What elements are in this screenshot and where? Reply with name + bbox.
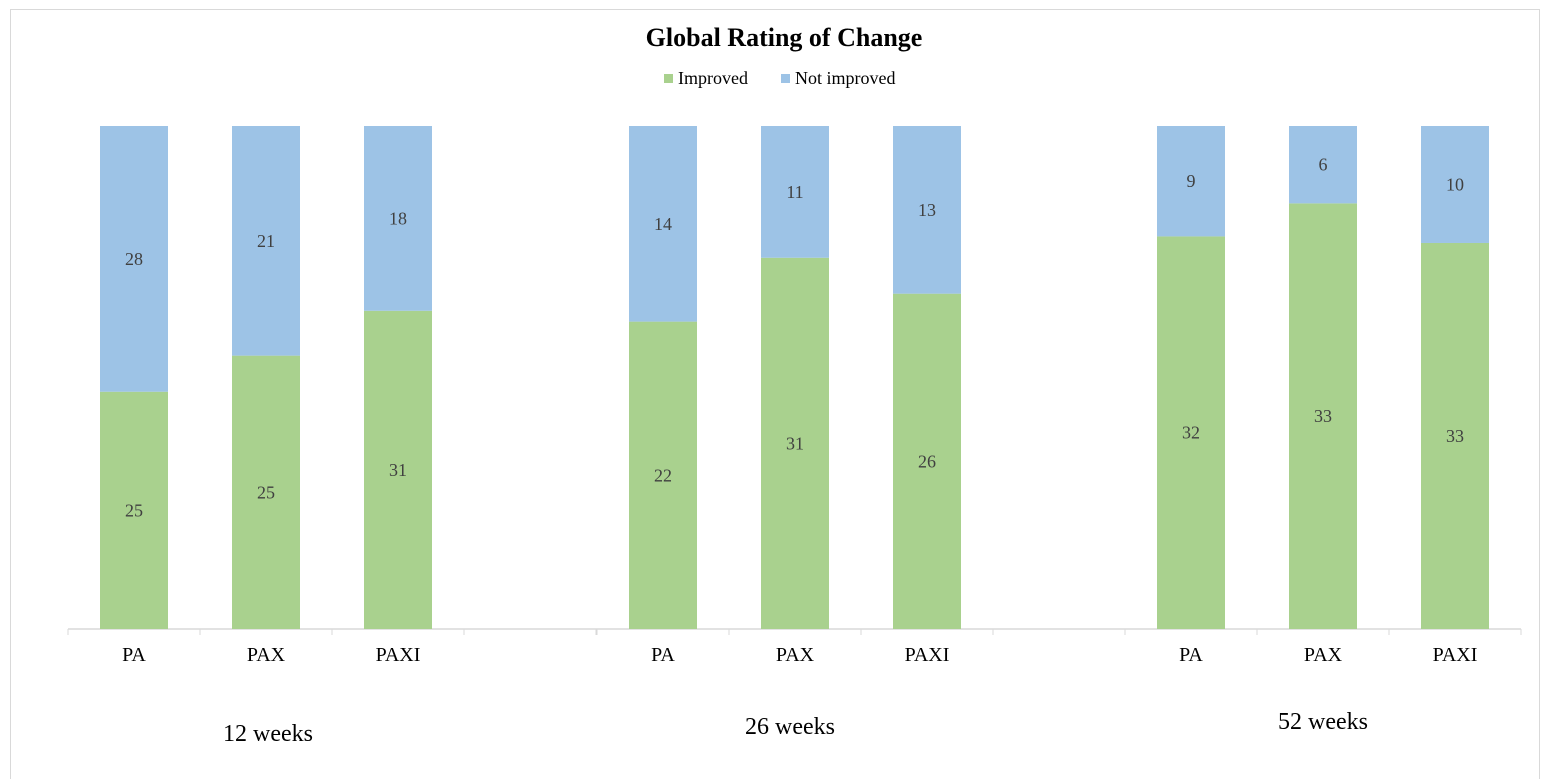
x-tick-label: PAXI	[376, 644, 421, 666]
bar-not-improved	[629, 126, 697, 322]
legend-label-not-improved: Not improved	[795, 68, 896, 88]
bar-improved	[232, 355, 300, 629]
data-label-not-improved: 9	[1187, 171, 1196, 191]
plot-area: 25 28 PA 25 21 PAX 31 18 PAXI 12 weeks 22 14 PA 31 11 P…	[67, 126, 1522, 747]
x-tick-label: PAXI	[1433, 644, 1478, 666]
data-label-not-improved: 28	[125, 249, 143, 269]
bar-improved	[100, 391, 168, 629]
data-label-not-improved: 11	[786, 182, 803, 202]
data-label-improved: 33	[1314, 406, 1332, 426]
data-label-not-improved: 13	[918, 200, 936, 220]
bar-not-improved	[893, 126, 961, 294]
bar-improved	[1421, 242, 1489, 629]
data-label-not-improved: 10	[1446, 174, 1464, 194]
group-label: 26 weeks	[745, 714, 835, 740]
data-label-improved: 32	[1182, 423, 1200, 443]
data-label-improved: 25	[125, 500, 143, 520]
data-label-improved: 25	[257, 482, 275, 502]
bar-not-improved	[1289, 126, 1357, 204]
bar-not-improved	[232, 126, 300, 356]
data-label-not-improved: 21	[257, 231, 275, 251]
x-tick-label: PAXI	[905, 644, 950, 666]
group-label: 52 weeks	[1278, 709, 1368, 735]
bar-improved	[1157, 236, 1225, 630]
bar-not-improved	[364, 126, 432, 311]
x-tick-label: PAX	[776, 644, 815, 666]
legend-swatch-not-improved	[781, 74, 790, 83]
data-label-not-improved: 18	[389, 208, 407, 228]
bar-improved	[893, 293, 961, 629]
legend-swatch-improved	[664, 74, 673, 83]
bar-improved	[364, 310, 432, 629]
data-label-improved: 22	[654, 465, 672, 485]
x-tick-label: PA	[122, 644, 146, 666]
bar-not-improved	[100, 126, 168, 392]
data-label-improved: 31	[786, 433, 804, 453]
data-label-improved: 33	[1446, 426, 1464, 446]
bar-not-improved	[1157, 126, 1225, 237]
bar-not-improved	[761, 126, 829, 258]
bar-improved	[1289, 203, 1357, 629]
data-label-not-improved: 6	[1319, 155, 1328, 175]
bar-not-improved	[1421, 126, 1489, 243]
bar-improved	[761, 257, 829, 629]
group-label: 12 weeks	[223, 721, 313, 747]
bar-improved	[629, 321, 697, 629]
x-tick-label: PA	[651, 644, 675, 666]
x-tick-label: PAX	[1304, 644, 1343, 666]
x-tick-label: PAX	[247, 644, 286, 666]
x-tick-label: PA	[1179, 644, 1203, 666]
data-label-not-improved: 14	[654, 214, 672, 234]
legend: Improved Not improved	[664, 68, 896, 88]
legend-label-improved: Improved	[678, 68, 748, 88]
data-label-improved: 26	[918, 451, 936, 471]
data-label-improved: 31	[389, 460, 407, 480]
chart-title: Global Rating of Change	[646, 23, 923, 52]
